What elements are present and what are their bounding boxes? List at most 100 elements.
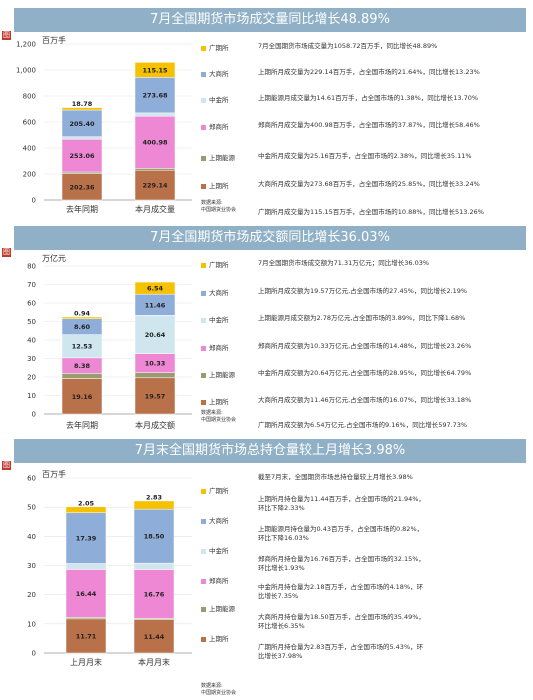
legend-row: 广期所 7月全国期货市场成交量为1058.72百万手，同比增长48.89% bbox=[201, 42, 531, 62]
legend-row: 大商所 上期所月成交量为229.14百万手，占全国市场的21.64%，同比增长1… bbox=[201, 68, 531, 88]
legend-desc: 广期所月成交量为115.15百万手，占全国市场的10.88%，同比增长513.2… bbox=[258, 208, 484, 216]
legend-name: 上期所 bbox=[209, 635, 229, 643]
data-label: 6.54 bbox=[147, 285, 164, 293]
data-source: 数据来源: 中国期货业协会 bbox=[201, 410, 236, 424]
legend-row: 上期所月持仓量为11.44百万手，占全国市场的21.94%，环比下降2.33% bbox=[201, 495, 531, 519]
data-label: 202.36 bbox=[69, 183, 95, 191]
data-label: 19.57 bbox=[145, 392, 166, 400]
data-label: 10.33 bbox=[145, 360, 166, 368]
data-label: 2.05 bbox=[78, 499, 95, 507]
legend-desc: 截至7月末，全国期货市场总持仓量较上月增长3.98% bbox=[258, 473, 413, 481]
data-label: 18.78 bbox=[72, 100, 93, 108]
legend-desc: 大商所月持仓量为18.50百万手，占全国市场的35.49%，环比增长6.35% bbox=[258, 613, 425, 630]
unit-label: 百万手 bbox=[42, 36, 66, 45]
legend-row: 大商所月持仓量为18.50百万手，占全国市场的35.49%，环比增长6.35% bbox=[201, 613, 531, 637]
legend-name: 大商所 bbox=[209, 70, 229, 78]
data-label: 16.76 bbox=[144, 590, 165, 598]
legend-swatch bbox=[201, 263, 206, 268]
legend-row: 郑商所 郑商所月成交量为400.98百万手，占全国市场的37.87%，同比增长5… bbox=[201, 121, 531, 141]
legend-desc: 上期能源月成交额为2.78万亿元,占全国市场的3.89%，同比下降1.68% bbox=[258, 314, 466, 322]
legend-swatch bbox=[201, 400, 206, 405]
data-label: 273.68 bbox=[142, 92, 168, 100]
legend-row: 大商所 bbox=[201, 515, 531, 535]
legend-row: 郑商所月持仓量为16.76百万手，占全国市场的32.15%，环比增长1.93% bbox=[201, 555, 531, 579]
bar-segment bbox=[65, 569, 107, 618]
y-tick-label: 10 bbox=[27, 392, 36, 400]
legend-name: 中金所 bbox=[209, 316, 229, 324]
y-tick-label: 60 bbox=[27, 475, 36, 483]
legend-row: 广期所月成交量为115.15百万手，占全国市场的10.88%，同比增长513.2… bbox=[201, 208, 531, 228]
legend-swatch bbox=[201, 519, 206, 524]
legend-desc: 中金所月持仓量为2.18百万手，占全国市场的4.18%，环比增长7.35% bbox=[258, 583, 424, 600]
data-label: 205.40 bbox=[69, 120, 95, 128]
legend-swatch bbox=[201, 549, 206, 554]
legend-row: 大商所 上期所月成交额为19.57万亿元,占全国市场的27.45%，同比增长2.… bbox=[201, 287, 531, 307]
bar-segment bbox=[65, 506, 107, 514]
bar-segment bbox=[61, 316, 103, 319]
legend-row: 广期所月持仓量为2.83百万手，占全国市场的5.43%，环比增长37.98% bbox=[201, 643, 531, 667]
x-category-label: 本月成交额 bbox=[135, 420, 175, 430]
legend-name: 上期能源 bbox=[209, 371, 235, 379]
y-tick-label: 600 bbox=[23, 119, 36, 127]
data-label: 17.39 bbox=[76, 535, 97, 543]
legend-desc: 上期所月成交量为229.14百万手，占全国市场的21.64%，同比增长13.23… bbox=[258, 68, 480, 76]
data-label: 11.71 bbox=[76, 632, 97, 640]
source-name: 中国期货业协会 bbox=[201, 207, 237, 213]
bar-segment bbox=[134, 62, 176, 78]
legend-row: 中金所 上期能源月成交量为14.61百万手，占全国市场的1.38%，同比增长13… bbox=[201, 94, 531, 114]
legend-row: 截至7月末，全国期货市场总持仓量较上月增长3.98% bbox=[201, 473, 531, 493]
data-label: 20.64 bbox=[145, 331, 166, 339]
bar-segment bbox=[61, 107, 103, 111]
legend-swatch bbox=[201, 637, 206, 642]
bar-segment bbox=[61, 173, 103, 201]
panel-title: 7月全国期货市场成交量同比增长48.89% bbox=[14, 8, 526, 32]
legend-name: 郑商所 bbox=[209, 123, 229, 131]
legend: 广期所 7月全国期货市场成交额为71.31万亿元；同比增长36.03% 大商所 … bbox=[201, 259, 531, 433]
y-tick-label: 30 bbox=[27, 355, 36, 363]
data-label: 2.83 bbox=[146, 493, 162, 501]
legend-row: 广期所 7月全国期货市场成交额为71.31万亿元；同比增长36.03% bbox=[201, 259, 531, 279]
legend-swatch bbox=[201, 318, 206, 323]
y-tick-label: 800 bbox=[23, 93, 36, 101]
data-label: 11.44 bbox=[144, 633, 165, 641]
bar-segment bbox=[61, 138, 103, 173]
legend-swatch bbox=[201, 184, 206, 189]
x-category-label: 本月成交量 bbox=[135, 204, 175, 214]
source-label: 数据来源: bbox=[201, 410, 223, 416]
bar-segment bbox=[133, 562, 175, 570]
legend-name: 郑商所 bbox=[209, 344, 229, 352]
y-tick-label: 40 bbox=[27, 533, 36, 541]
y-tick-label: 50 bbox=[27, 504, 36, 512]
bar-segment bbox=[134, 281, 176, 295]
legend-desc: 中金所月成交额为20.64万亿元,占全国市场的28.95%，同比增长64.79% bbox=[258, 369, 472, 377]
legend-swatch bbox=[201, 46, 206, 51]
bar-segment bbox=[134, 77, 176, 114]
y-tick-label: 0 bbox=[32, 650, 36, 658]
legend-swatch bbox=[201, 373, 206, 378]
legend-name: 大商所 bbox=[209, 289, 229, 297]
legend-row: 上期所 bbox=[201, 633, 531, 653]
legend-swatch bbox=[201, 489, 206, 494]
legend-name: 郑商所 bbox=[209, 577, 229, 585]
legend-swatch bbox=[201, 98, 206, 103]
legend-row: 郑商所 郑商所月成交额为10.33万亿元,占全国市场的14.48%，同比增长23… bbox=[201, 342, 531, 362]
data-label: 115.15 bbox=[142, 66, 168, 74]
legend-row: 上期能源 中金所月成交额为20.64万亿元,占全国市场的28.95%，同比增长6… bbox=[201, 369, 531, 389]
y-tick-label: 0 bbox=[32, 411, 36, 419]
data-label: 8.60 bbox=[74, 323, 91, 331]
legend-row: 中金所月持仓量为2.18百万手，占全国市场的4.18%，环比增长7.35% bbox=[201, 583, 531, 607]
legend-row: 中金所 上期能源月成交额为2.78万亿元,占全国市场的3.89%，同比下降1.6… bbox=[201, 314, 531, 334]
legend-desc: 7月全国期货市场成交额为71.31万亿元；同比增长36.03% bbox=[258, 259, 430, 267]
unit-label: 万亿元 bbox=[42, 254, 66, 263]
data-label: 0.94 bbox=[74, 310, 91, 318]
panel-title: 7月全国期货市场成交额同比增长36.03% bbox=[14, 226, 526, 250]
bar-segment bbox=[134, 377, 176, 415]
bar-chart-volume: 02004006008001,0001,200202.3612.85253.06… bbox=[16, 41, 192, 214]
legend-desc: 郑商所月成交额为10.33万亿元,占全国市场的14.48%，同比增长23.26% bbox=[258, 342, 472, 350]
bar-segment bbox=[134, 372, 176, 379]
data-label: 18.50 bbox=[144, 533, 165, 541]
legend-name: 上期能源 bbox=[209, 154, 235, 162]
legend-row: 上期所 大商所月成交额为11.46万亿元,占全国市场的16.07%，同比增长33… bbox=[201, 396, 531, 416]
legend-swatch bbox=[201, 72, 206, 77]
bar-segment bbox=[133, 508, 175, 564]
